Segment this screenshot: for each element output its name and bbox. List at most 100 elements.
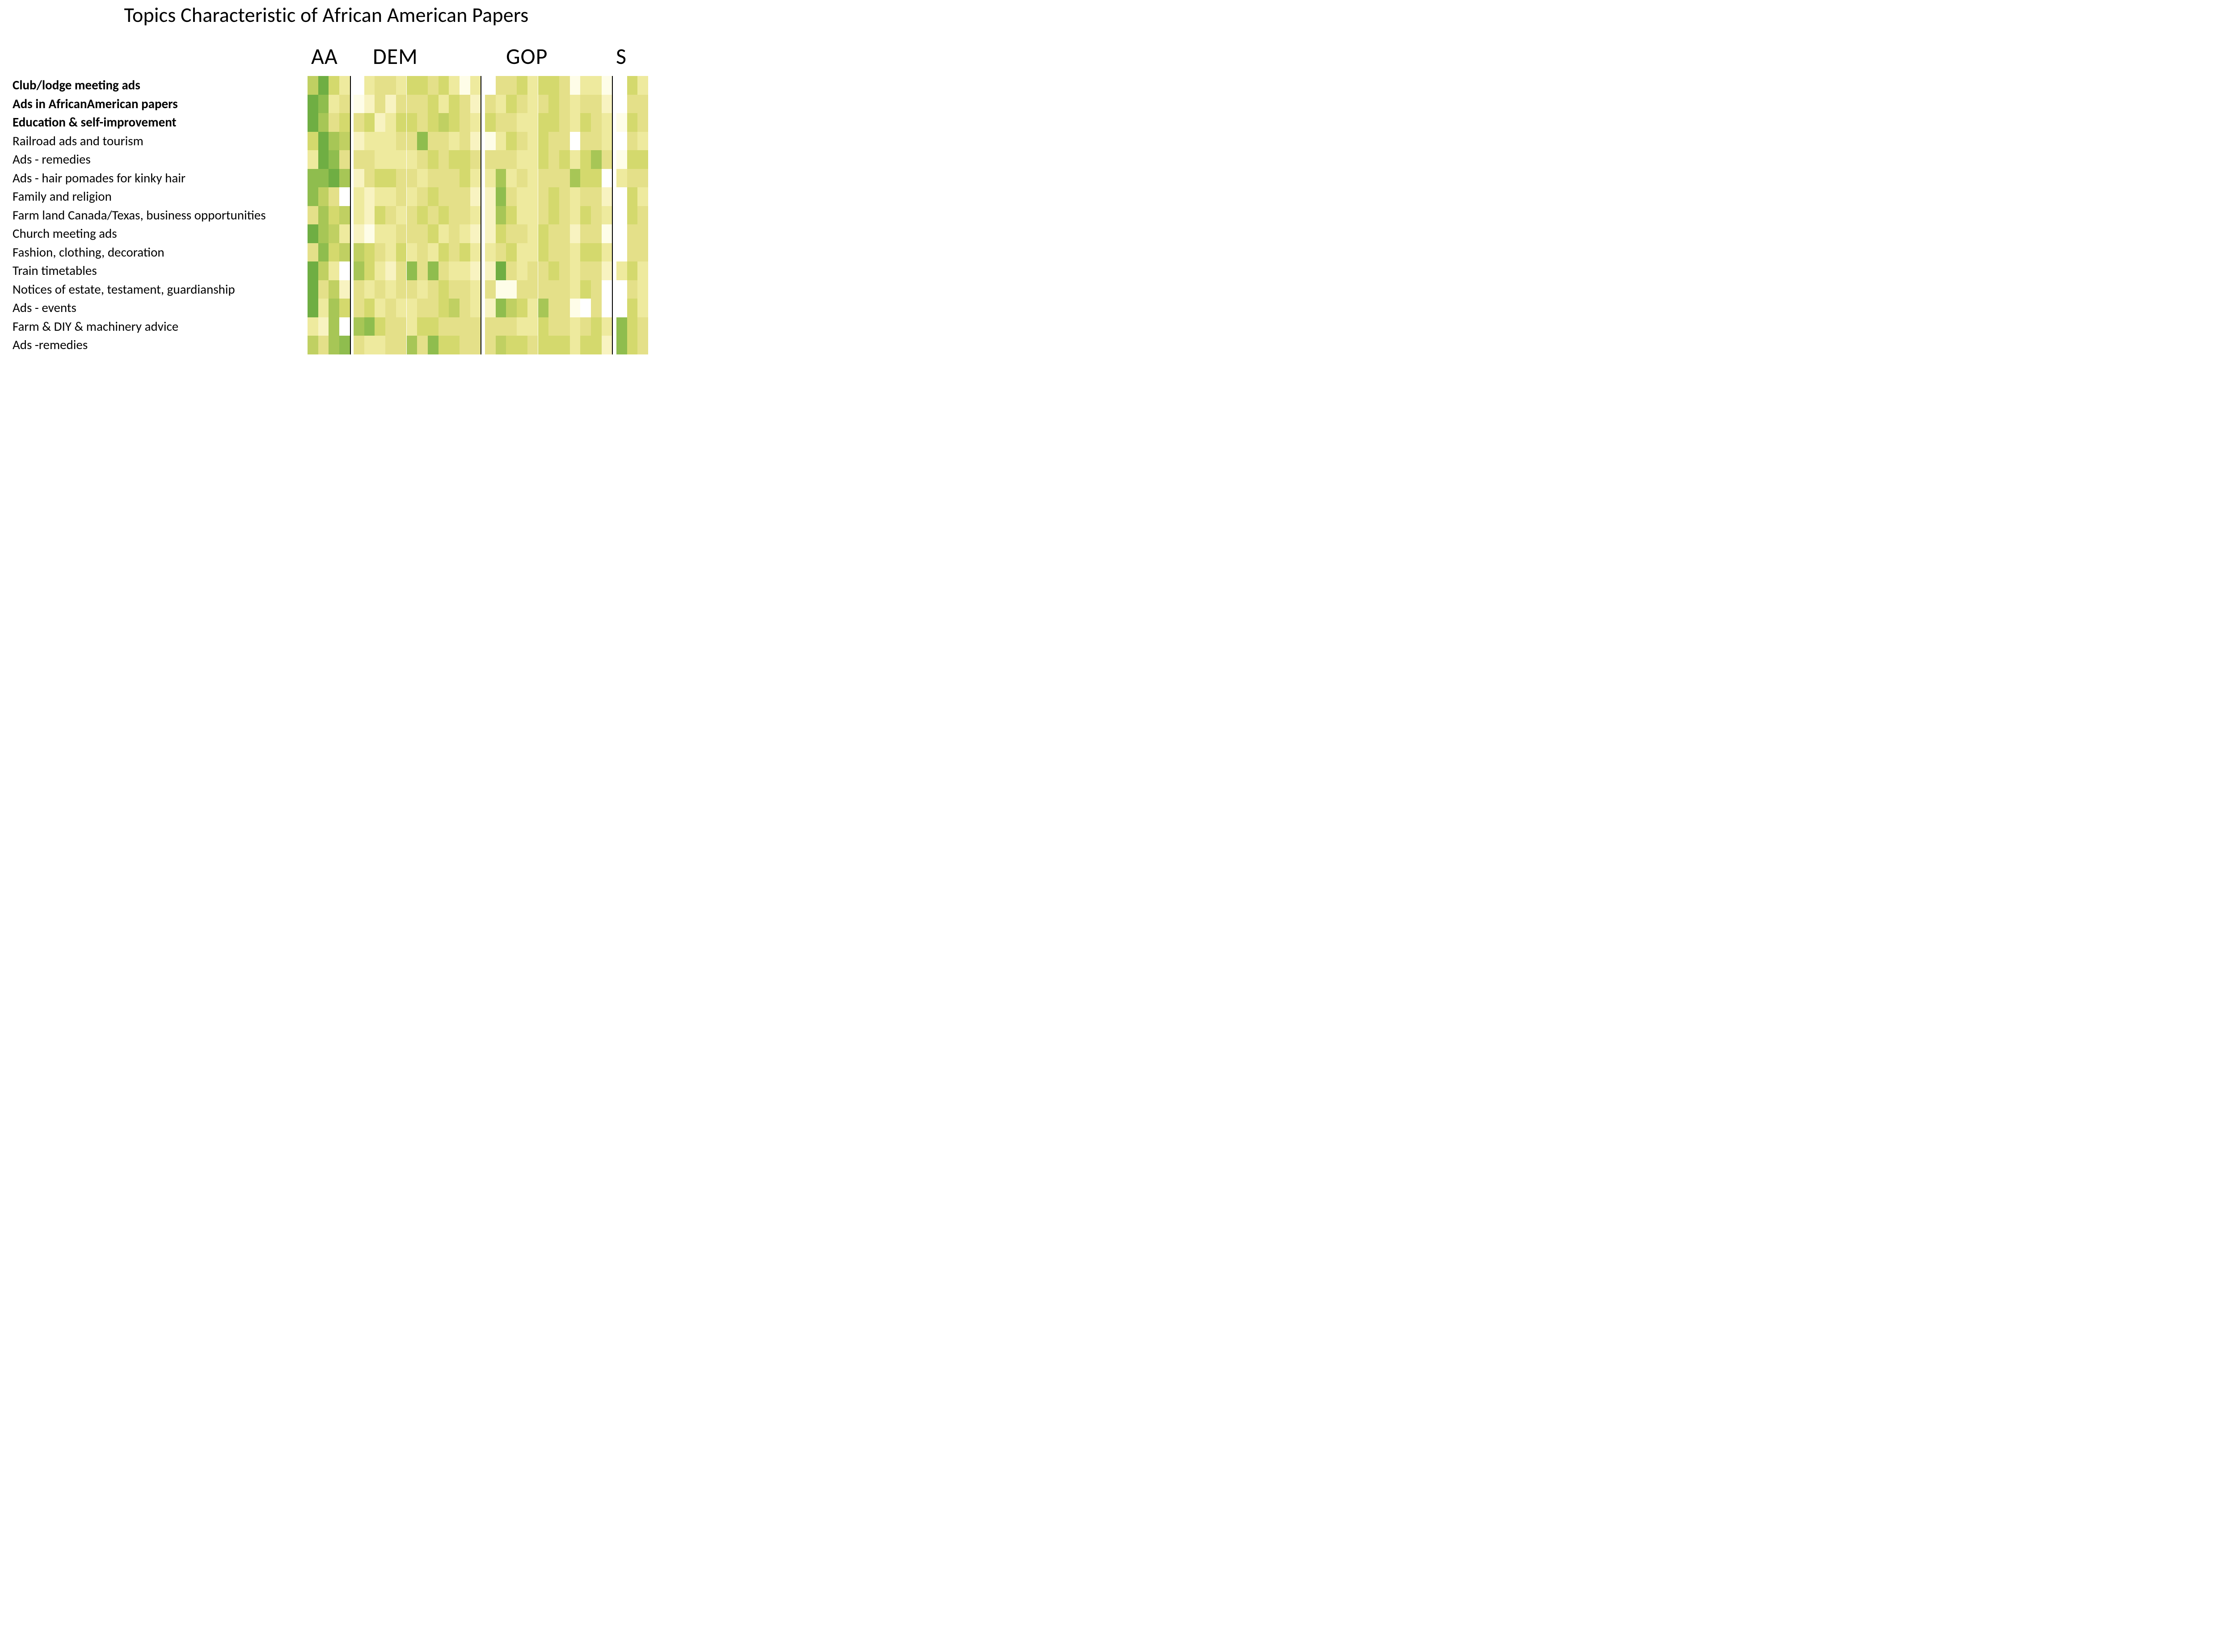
heatmap-cell (375, 224, 385, 243)
heatmap-cell (396, 336, 407, 354)
row-label: Education & self-improvement (13, 113, 294, 132)
heatmap-cell (627, 113, 638, 132)
heatmap-cell (470, 243, 481, 262)
heatmap-cell (580, 76, 591, 95)
heatmap-cell (449, 317, 460, 336)
heatmap-cell (627, 243, 638, 262)
heatmap-cell (485, 299, 496, 317)
heatmap-cell (329, 132, 339, 151)
heatmap-cell (308, 336, 318, 354)
heatmap-cell (375, 280, 385, 299)
heatmap-cell (449, 95, 460, 114)
heatmap-cell (637, 76, 648, 95)
heatmap-cell (517, 187, 527, 206)
heatmap-column (602, 76, 612, 354)
heatmap-cell (506, 317, 517, 336)
heatmap-cell (417, 132, 428, 151)
heatmap-cell (506, 95, 517, 114)
heatmap-cell (407, 187, 417, 206)
heatmap-cell (396, 224, 407, 243)
heatmap-cell (616, 76, 627, 95)
heatmap-cell (407, 299, 417, 317)
heatmap-cell (591, 206, 602, 225)
row-label: Railroad ads and tourism (13, 132, 294, 151)
heatmap-cell (548, 243, 559, 262)
heatmap-cell (460, 95, 470, 114)
heatmap-cell (470, 76, 481, 95)
heatmap-cell (559, 336, 570, 354)
heatmap-column (318, 76, 329, 354)
heatmap-cell (470, 95, 481, 114)
heatmap-cell (375, 150, 385, 169)
row-label: Ads - events (13, 299, 294, 317)
row-label: Ads - hair pomades for kinky hair (13, 169, 294, 188)
heatmap-cell (385, 206, 396, 225)
heatmap-cell (439, 169, 449, 188)
heatmap-cell (538, 95, 549, 114)
heatmap-cell (496, 95, 506, 114)
heatmap-cell (385, 113, 396, 132)
heatmap-cell (548, 150, 559, 169)
heatmap-cell (339, 280, 350, 299)
heatmap-column (527, 76, 538, 354)
heatmap-cell (364, 317, 375, 336)
row-label: Church meeting ads (13, 224, 294, 243)
heatmap-cell (354, 132, 364, 151)
heatmap-cell (627, 317, 638, 336)
heatmap-cell (570, 95, 581, 114)
heatmap-cell (354, 261, 364, 280)
heatmap-cell (339, 150, 350, 169)
column-header: AA (311, 43, 338, 70)
heatmap-cell (318, 224, 329, 243)
heatmap-cell (385, 336, 396, 354)
heatmap-cell (318, 299, 329, 317)
heatmap-cell (616, 95, 627, 114)
heatmap-cell (559, 132, 570, 151)
heatmap-cell (527, 243, 538, 262)
heatmap-cell (591, 224, 602, 243)
heatmap-cell (559, 261, 570, 280)
heatmap-cell (616, 206, 627, 225)
heatmap-cell (385, 132, 396, 151)
heatmap-cell (318, 243, 329, 262)
heatmap-cell (591, 336, 602, 354)
heatmap-cell (364, 206, 375, 225)
heatmap-cell (570, 187, 581, 206)
heatmap-cell (496, 76, 506, 95)
heatmap-cell (428, 113, 439, 132)
heatmap-cell (439, 224, 449, 243)
heatmap-cell (470, 187, 481, 206)
heatmap-cell (506, 243, 517, 262)
heatmap-column (308, 76, 318, 354)
heatmap-cell (460, 76, 470, 95)
heatmap-cell (485, 113, 496, 132)
heatmap-cell (318, 169, 329, 188)
heatmap-cell (339, 95, 350, 114)
heatmap-cell (506, 299, 517, 317)
heatmap-cell (308, 317, 318, 336)
heatmap-cell (407, 280, 417, 299)
heatmap-cell (417, 261, 428, 280)
heatmap-cell (439, 336, 449, 354)
heatmap-cell (527, 317, 538, 336)
heatmap-cell (548, 132, 559, 151)
heatmap-cell (308, 243, 318, 262)
heatmap-cell (637, 317, 648, 336)
heatmap-cell (506, 280, 517, 299)
heatmap-cell (375, 169, 385, 188)
heatmap-cell (591, 317, 602, 336)
heatmap-cell (329, 113, 339, 132)
heatmap-cell (627, 150, 638, 169)
heatmap-cell (506, 336, 517, 354)
heatmap-cell (318, 261, 329, 280)
heatmap-cell (602, 336, 612, 354)
heatmap-cell (496, 299, 506, 317)
heatmap-cell (485, 169, 496, 188)
heatmap-cell (548, 280, 559, 299)
heatmap-cell (548, 206, 559, 225)
heatmap-cell (506, 224, 517, 243)
heatmap-cell (308, 169, 318, 188)
heatmap-cell (580, 150, 591, 169)
heatmap-cell (527, 280, 538, 299)
heatmap-cell (591, 132, 602, 151)
